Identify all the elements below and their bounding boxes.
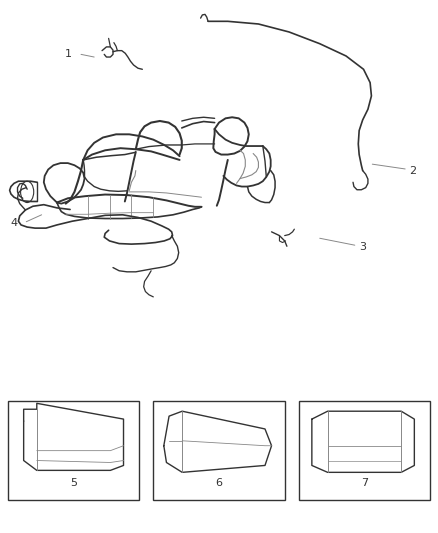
Text: 2: 2 [410, 166, 417, 175]
Text: 7: 7 [361, 478, 368, 488]
Text: 1: 1 [65, 50, 72, 59]
Text: 6: 6 [215, 478, 223, 488]
Bar [299, 401, 430, 500]
Bar [8, 401, 139, 500]
Text: 4: 4 [11, 218, 18, 228]
Text: 5: 5 [70, 478, 77, 488]
Text: 3: 3 [359, 242, 366, 252]
Bar [153, 401, 285, 500]
